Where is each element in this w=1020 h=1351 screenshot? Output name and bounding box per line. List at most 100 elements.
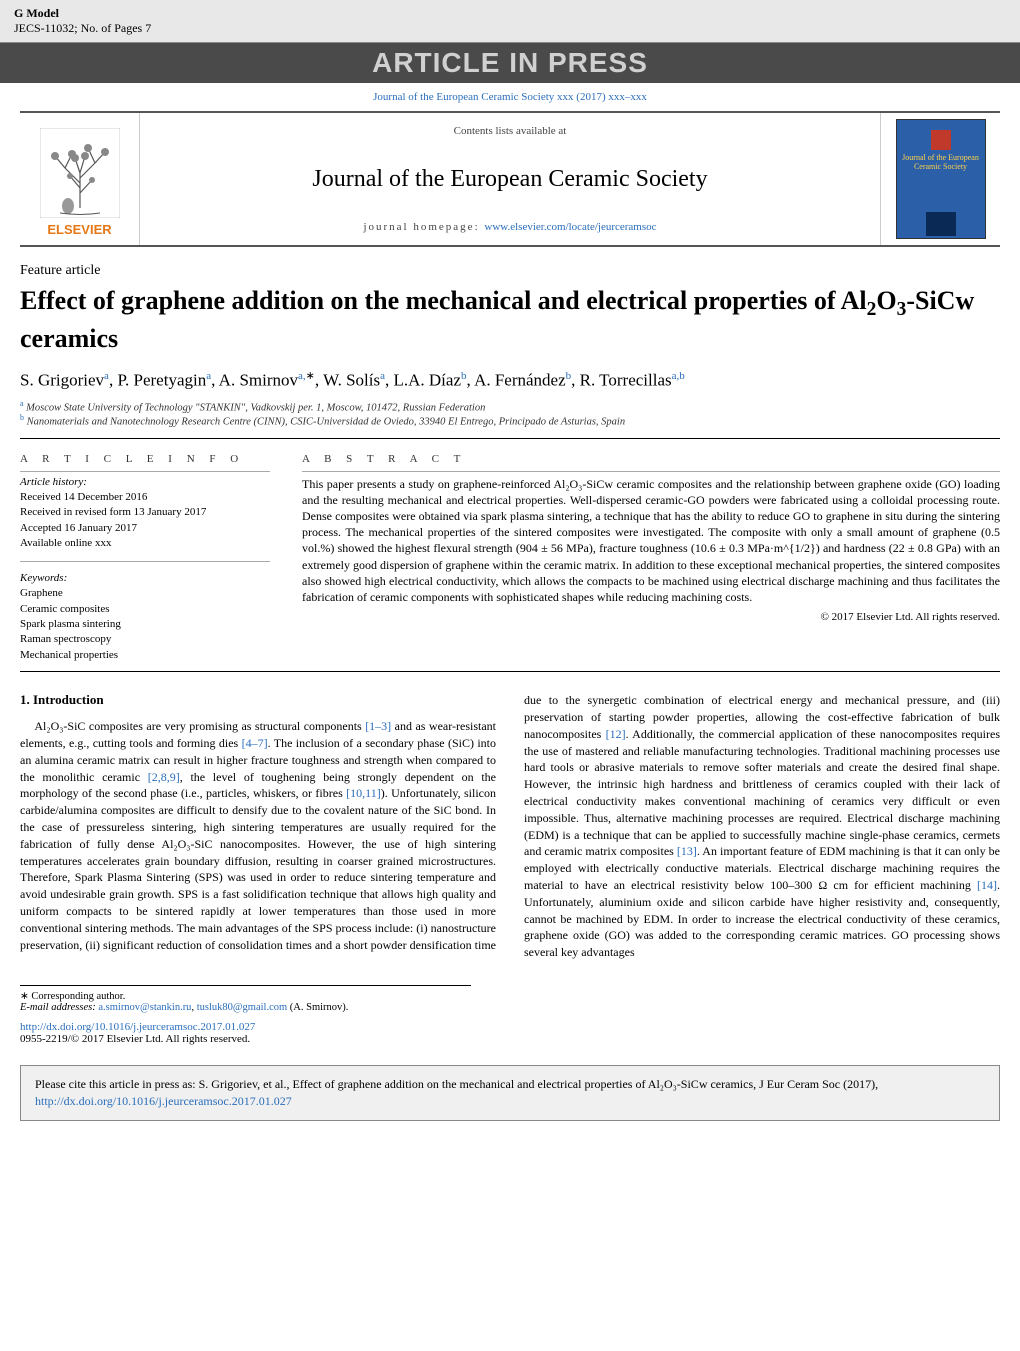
keywords-label: Keywords: bbox=[20, 572, 270, 584]
corresponding-asterisk: ∗ bbox=[306, 370, 315, 382]
intro-p1: Al₂O₃-SiC composites are very promising … bbox=[20, 692, 1000, 961]
body-columns: 1. Introduction Al₂O₃-SiC composites are… bbox=[20, 692, 1000, 961]
p2b: . Additionally, the commercial applicati… bbox=[524, 727, 1000, 859]
ref-1-3[interactable]: [1–3] bbox=[365, 719, 391, 733]
author-1-aff: a bbox=[104, 370, 109, 382]
homepage-line: journal homepage: www.elsevier.com/locat… bbox=[148, 221, 872, 233]
elsevier-label: ELSEVIER bbox=[47, 222, 111, 237]
history-1: Received in revised form 13 January 2017 bbox=[20, 505, 270, 520]
meta-row: A R T I C L E I N F O Article history: R… bbox=[20, 453, 1000, 664]
ref-4-7[interactable]: [4–7] bbox=[242, 736, 268, 750]
doi-block: http://dx.doi.org/10.1016/j.jeurceramsoc… bbox=[20, 1021, 1000, 1045]
title-mid1: O bbox=[876, 286, 896, 315]
ref-2-8-9[interactable]: [2,8,9] bbox=[148, 770, 180, 784]
affil-a: a Moscow State University of Technology … bbox=[20, 399, 1000, 414]
email-line: E-mail addresses: a.smirnov@stankin.ru, … bbox=[20, 1002, 471, 1013]
contents-text: Contents lists available at bbox=[454, 125, 567, 137]
journal-cover-thumb: Journal of the European Ceramic Society bbox=[896, 119, 986, 239]
email-1[interactable]: a.smirnov@stankin.ru bbox=[98, 1002, 191, 1013]
author-5: L.A. Díaz bbox=[393, 371, 461, 390]
authors: S. Grigorieva, P. Peretyagina, A. Smirno… bbox=[20, 369, 1000, 391]
homepage-link[interactable]: www.elsevier.com/locate/jeurceramsoc bbox=[484, 221, 656, 233]
feature-label: Feature article bbox=[20, 263, 1000, 279]
header-center: Contents lists available at Journal of t… bbox=[140, 113, 880, 245]
author-7: R. Torrecillas bbox=[580, 371, 672, 390]
journal-reference-link[interactable]: Journal of the European Ceramic Society … bbox=[373, 91, 647, 103]
gmodel-title: G Model bbox=[14, 6, 151, 21]
kw-3: Raman spectroscopy bbox=[20, 632, 270, 647]
kw-2: Spark plasma sintering bbox=[20, 617, 270, 632]
email-label: E-mail addresses: bbox=[20, 1002, 98, 1013]
affil-b-text: Nanomaterials and Nanotechnology Researc… bbox=[24, 417, 625, 428]
cover-square-icon bbox=[926, 212, 956, 236]
article-area: Feature article Effect of graphene addit… bbox=[20, 263, 1000, 1013]
abstract-divider bbox=[302, 471, 1000, 472]
author-4-aff: a bbox=[380, 370, 385, 382]
gmodel-left: G Model JECS-11032; No. of Pages 7 bbox=[14, 6, 151, 36]
email-tail: (A. Smirnov). bbox=[287, 1002, 348, 1013]
author-1: S. Grigoriev bbox=[20, 371, 104, 390]
title-sub1: 2 bbox=[867, 299, 877, 320]
cite-text: Please cite this article in press as: S.… bbox=[35, 1077, 878, 1091]
divider-bottom bbox=[20, 671, 1000, 672]
abstract-col: A B S T R A C T This paper presents a st… bbox=[302, 453, 1000, 664]
author-4: W. Solís bbox=[323, 371, 380, 390]
abstract-text: This paper presents a study on graphene-… bbox=[302, 476, 1000, 606]
email-2[interactable]: tusluk80@gmail.com bbox=[197, 1002, 287, 1013]
affil-b: b Nanomaterials and Nanotechnology Resea… bbox=[20, 413, 1000, 428]
contents-line: Contents lists available at bbox=[148, 125, 872, 137]
doi-link[interactable]: http://dx.doi.org/10.1016/j.jeurceramsoc… bbox=[20, 1021, 255, 1033]
p1e: ). Unfortunately, silicon carbide/alumin… bbox=[20, 786, 496, 934]
article-in-press-banner: ARTICLE IN PRESS bbox=[0, 43, 1020, 83]
info-divider-2 bbox=[20, 561, 270, 562]
author-3: A. Smirnov bbox=[219, 371, 298, 390]
homepage-label: journal homepage: bbox=[363, 221, 484, 233]
ref-12[interactable]: [12] bbox=[606, 727, 626, 741]
paper-title: Effect of graphene addition on the mecha… bbox=[20, 285, 1000, 355]
author-2-aff: a bbox=[206, 370, 211, 382]
history-label: Article history: bbox=[20, 476, 270, 488]
journal-reference: Journal of the European Ceramic Society … bbox=[0, 83, 1020, 111]
info-divider-1 bbox=[20, 471, 270, 472]
author-2: P. Peretyagin bbox=[117, 371, 206, 390]
corresponding-note: ∗ Corresponding author. bbox=[20, 990, 471, 1002]
author-5-aff: b bbox=[461, 370, 467, 382]
history-3: Available online xxx bbox=[20, 536, 270, 551]
history-0: Received 14 December 2016 bbox=[20, 490, 270, 505]
cover-text: Journal of the European Ceramic Society bbox=[897, 154, 985, 172]
journal-title: Journal of the European Ceramic Society bbox=[148, 166, 872, 193]
gmodel-banner: G Model JECS-11032; No. of Pages 7 bbox=[0, 0, 1020, 43]
title-pre: Effect of graphene addition on the mecha… bbox=[20, 286, 867, 315]
kw-4: Mechanical properties bbox=[20, 648, 270, 663]
affil-a-text: Moscow State University of Technology "S… bbox=[24, 402, 486, 413]
divider-top bbox=[20, 438, 1000, 439]
cover-emblem-icon bbox=[931, 130, 951, 150]
history-2: Accepted 16 January 2017 bbox=[20, 521, 270, 536]
footnotes: ∗ Corresponding author. E-mail addresses… bbox=[20, 985, 471, 1013]
ref-13[interactable]: [13] bbox=[677, 844, 697, 858]
abstract-label: A B S T R A C T bbox=[302, 453, 1000, 465]
elsevier-tree-icon bbox=[40, 128, 120, 218]
cover-box: Journal of the European Ceramic Society bbox=[880, 113, 1000, 245]
journal-header: ELSEVIER Contents lists available at Jou… bbox=[20, 111, 1000, 247]
issn-line: 0955-2219/© 2017 Elsevier Ltd. All right… bbox=[20, 1033, 1000, 1045]
article-info-label: A R T I C L E I N F O bbox=[20, 453, 270, 465]
article-info-col: A R T I C L E I N F O Article history: R… bbox=[20, 453, 270, 664]
author-6: A. Fernández bbox=[474, 371, 566, 390]
author-6-aff: b bbox=[566, 370, 572, 382]
kw-1: Ceramic composites bbox=[20, 602, 270, 617]
citation-box: Please cite this article in press as: S.… bbox=[20, 1065, 1000, 1121]
affiliations: a Moscow State University of Technology … bbox=[20, 399, 1000, 428]
author-7-aff: a,b bbox=[672, 370, 685, 382]
cite-doi-link[interactable]: http://dx.doi.org/10.1016/j.jeurceramsoc… bbox=[35, 1094, 292, 1108]
ref-10-11[interactable]: [10,11] bbox=[346, 786, 381, 800]
p1a: Al₂O₃-SiC composites are very promising … bbox=[34, 719, 365, 733]
kw-0: Graphene bbox=[20, 586, 270, 601]
author-3-aff: a, bbox=[298, 370, 306, 382]
intro-heading: 1. Introduction bbox=[20, 692, 496, 708]
title-sub2: 3 bbox=[897, 299, 907, 320]
copyright: © 2017 Elsevier Ltd. All rights reserved… bbox=[302, 611, 1000, 623]
ref-14[interactable]: [14] bbox=[977, 878, 997, 892]
elsevier-logo-box: ELSEVIER bbox=[20, 113, 140, 245]
gmodel-sub: JECS-11032; No. of Pages 7 bbox=[14, 21, 151, 36]
